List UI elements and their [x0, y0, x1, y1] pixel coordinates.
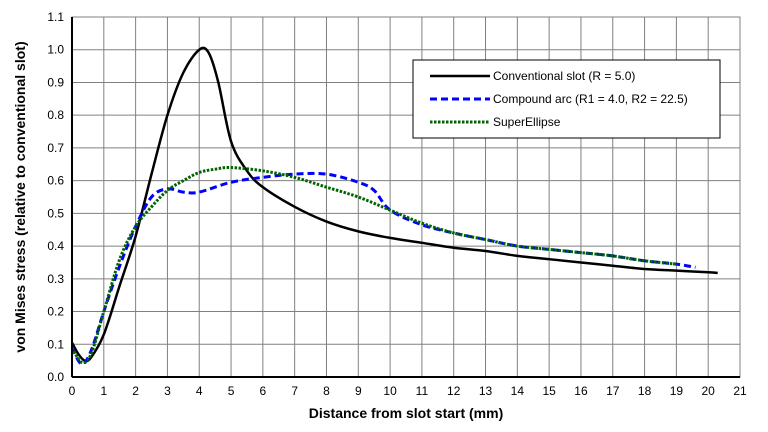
- series-lines: [70, 46, 718, 366]
- y-tick-labels: 0.0 0.1 0.2 0.3 0.4 0.5 0.6 0.7 0.8 0.9 1.0 1.1: [47, 10, 64, 384]
- x-tick-label: 11: [416, 384, 429, 398]
- y-tick-label: 0.4: [47, 239, 64, 253]
- x-tick-label: 12: [447, 384, 461, 398]
- y-tick-label: 0.0: [47, 370, 64, 384]
- y-tick-label: 0.6: [47, 174, 64, 188]
- series-line-1: [70, 171, 696, 366]
- y-tick-label: 0.9: [47, 75, 64, 89]
- x-tick-label: 5: [228, 384, 235, 398]
- y-tick-label: 0.3: [47, 272, 64, 286]
- x-tick-label: 17: [606, 384, 620, 398]
- x-tick-label: 9: [355, 384, 362, 398]
- x-tick-label: 3: [164, 384, 171, 398]
- x-tick-label: 7: [291, 384, 298, 398]
- x-tick-label: 6: [260, 384, 267, 398]
- x-tick-label: 0: [69, 384, 76, 398]
- y-tick-label: 0.1: [47, 337, 64, 351]
- x-tick-label: 1: [100, 384, 107, 398]
- y-tick-label: 0.5: [47, 206, 64, 220]
- x-tick-label: 14: [511, 384, 525, 398]
- y-tick-label: 1.0: [47, 43, 64, 57]
- x-tick-label: 19: [670, 384, 684, 398]
- x-tick-label: 20: [702, 384, 716, 398]
- x-tick-label: 8: [323, 384, 330, 398]
- y-tick-label: 0.7: [47, 141, 64, 155]
- series-line-0: [70, 46, 718, 363]
- series-line-2: [70, 166, 677, 365]
- x-tick-label: 18: [638, 384, 652, 398]
- x-tick-label: 16: [574, 384, 588, 398]
- x-axis-label: Distance from slot start (mm): [309, 405, 503, 421]
- x-tick-label: 21: [733, 384, 747, 398]
- legend: Conventional slot (R = 5.0) Compound arc …: [412, 59, 721, 139]
- y-tick-label: 0.2: [47, 305, 64, 319]
- y-tick-label: 1.1: [47, 10, 64, 24]
- legend-label-0: Conventional slot (R = 5.0): [493, 69, 635, 83]
- x-tick-label: 2: [132, 384, 139, 398]
- x-tick-label: 15: [542, 384, 556, 398]
- x-tick-label: 10: [383, 384, 397, 398]
- x-tick-label: 13: [479, 384, 493, 398]
- x-tick-label: 4: [196, 384, 203, 398]
- x-tick-labels: 0 1 2 3 4 5 6 7 8 9 10 11 12 13 14 15 16 17 18 19 20 21: [69, 384, 747, 398]
- legend-label-2: SuperEllipse: [493, 115, 561, 129]
- legend-label-1: Compound arc (R1 = 4.0, R2 = 22.5): [493, 92, 688, 106]
- y-tick-label: 0.8: [47, 108, 64, 122]
- y-axis-label: von Mises stress (relative to convention…: [12, 41, 28, 352]
